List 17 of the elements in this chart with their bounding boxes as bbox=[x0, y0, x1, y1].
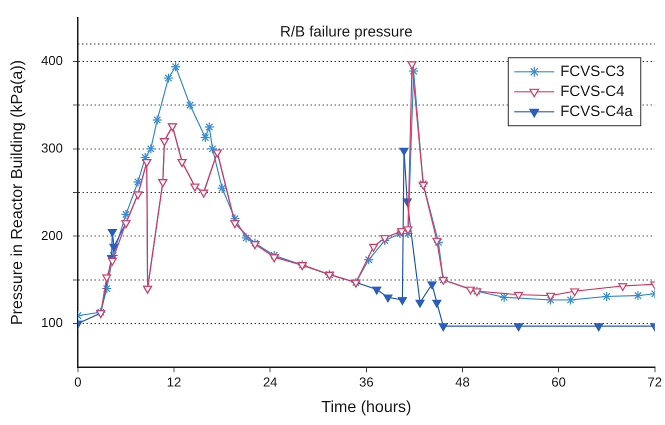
legend-label: FCVS-C4 bbox=[560, 82, 624, 100]
y-tick-label: 400 bbox=[41, 53, 63, 68]
legend-label: FCVS-C4a bbox=[560, 102, 634, 120]
x-tick-label: 12 bbox=[166, 374, 182, 390]
x-tick-label: 48 bbox=[455, 374, 470, 390]
x-tick-label: 24 bbox=[262, 374, 278, 390]
x-axis-title: Time (hours) bbox=[321, 398, 412, 416]
y-tick-label: 200 bbox=[41, 228, 63, 243]
x-tick-label: 60 bbox=[551, 374, 566, 390]
x-tick-label: 36 bbox=[359, 374, 374, 390]
y-tick-label: 300 bbox=[41, 140, 63, 156]
y-tick-label: 100 bbox=[41, 315, 63, 330]
ref-line-label: R/B failure pressure bbox=[280, 24, 413, 41]
x-tick-label: 72 bbox=[648, 374, 662, 390]
x-tick-label: 0 bbox=[74, 374, 82, 390]
legend-label: FCVS-C3 bbox=[560, 62, 624, 80]
y-axis-title: Pressure in Reactor Building (kPa(a)) bbox=[9, 60, 26, 325]
